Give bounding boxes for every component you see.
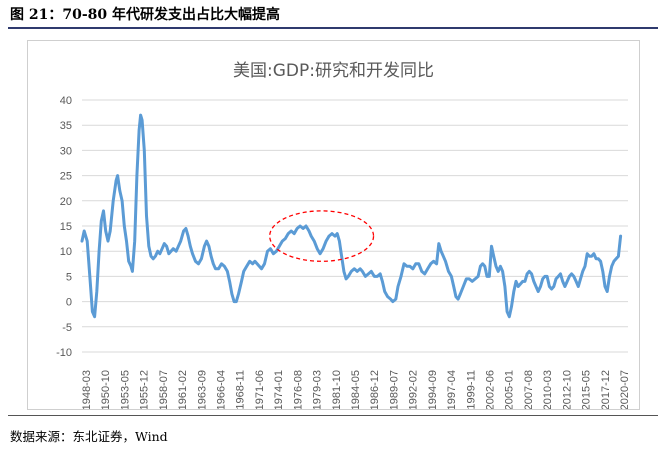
- x-tick-label: 1976-08: [292, 370, 304, 409]
- x-tick-label: 1974-01: [273, 370, 285, 409]
- y-tick-label: 20: [60, 196, 72, 208]
- chart-title: 美国:GDP:研究和开发同比: [233, 61, 434, 81]
- x-tick-label: 2005-01: [504, 370, 516, 409]
- x-tick-label: 1971-06: [254, 370, 266, 409]
- x-tick-label: 1986-12: [369, 370, 381, 409]
- x-tick-label: 1958-07: [158, 370, 170, 409]
- x-tick-label: 1981-10: [331, 370, 343, 409]
- x-tick-label: 1955-12: [139, 370, 151, 409]
- x-tick-label: 2012-10: [561, 370, 573, 409]
- x-tick-label: 2017-12: [600, 370, 612, 409]
- figure-caption: 图 21：70-80 年代研发支出占比大幅提高: [10, 7, 281, 23]
- x-tick-label: 1963-09: [196, 370, 208, 409]
- y-tick-label: 40: [60, 95, 72, 107]
- x-tick-label: 1992-02: [408, 370, 420, 409]
- x-tick-label: 1979-03: [312, 370, 324, 409]
- x-tick-label: 2015-05: [581, 370, 593, 409]
- y-tick-label: 5: [66, 271, 72, 283]
- y-tick-label: 30: [60, 145, 72, 157]
- x-tick-label: 1968-11: [235, 370, 247, 409]
- y-tick-label: -5: [62, 322, 72, 334]
- x-tick-label: 1961-02: [177, 370, 189, 409]
- x-tick-label: 1989-07: [388, 370, 400, 409]
- x-tick-label: 2010-03: [542, 370, 554, 409]
- x-tick-label: 2007-08: [523, 370, 535, 409]
- x-tick-label: 1953-05: [119, 370, 131, 409]
- highlight-ellipse: [269, 210, 375, 262]
- source-note: 数据来源：东北证券，Wind: [10, 429, 168, 444]
- y-tick-label: 35: [60, 120, 72, 132]
- x-tick-label: 2002-06: [485, 370, 497, 409]
- x-tick-label: 1984-05: [350, 370, 362, 409]
- x-tick-label: 1994-09: [427, 370, 439, 409]
- chart-frame: 美国:GDP:研究和开发同比 40 35 30 25 20 15 10 5 0 -5 -10 1948…: [27, 40, 640, 410]
- y-tick-label: 0: [66, 297, 72, 309]
- y-tick-label: 25: [60, 171, 72, 183]
- source-rule: [8, 415, 658, 416]
- x-tick-label: 2020-07: [619, 370, 631, 409]
- series-line: [80, 113, 623, 319]
- x-tick-label: 1997-04: [446, 370, 458, 409]
- y-tick-label: -10: [56, 347, 72, 359]
- x-tick-label: 1950-10: [100, 370, 112, 409]
- y-tick-label: 10: [60, 246, 72, 258]
- x-tick-label: 1999-11: [465, 370, 477, 409]
- line-chart: 40 35 30 25 20 15 10 5 0 -5 -10 1948-03 1950-10 1953-…: [56, 95, 631, 409]
- x-tick-label: 1948-03: [81, 370, 93, 409]
- caption-rule: [8, 27, 658, 29]
- x-tick-label: 1966-04: [216, 370, 228, 409]
- y-tick-label: 15: [60, 221, 72, 233]
